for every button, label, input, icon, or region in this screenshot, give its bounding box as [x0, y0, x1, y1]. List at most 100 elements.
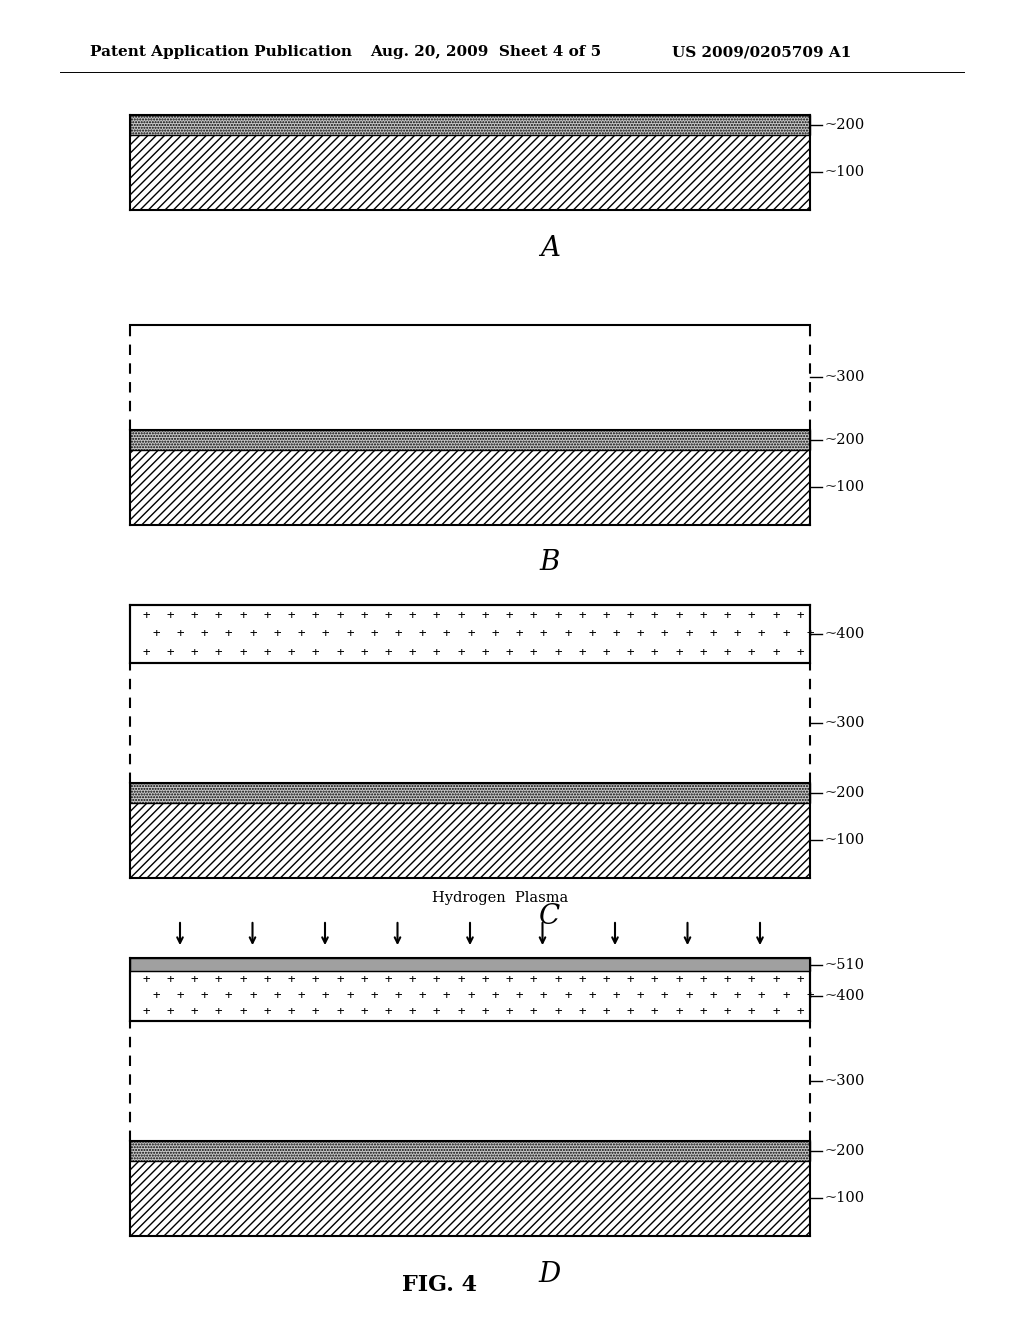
Text: +: +: [612, 990, 620, 1002]
Text: +: +: [554, 974, 561, 986]
Text: Patent Application Publication: Patent Application Publication: [90, 45, 352, 59]
Text: +: +: [273, 990, 281, 1002]
Text: +: +: [699, 974, 707, 986]
Text: +: +: [311, 974, 319, 986]
Text: ~100: ~100: [824, 833, 864, 847]
Text: +: +: [215, 645, 222, 659]
Text: +: +: [772, 1006, 779, 1019]
Text: +: +: [602, 609, 610, 622]
Text: +: +: [529, 1006, 538, 1019]
Text: +: +: [443, 990, 451, 1002]
Text: +: +: [298, 627, 305, 640]
Text: ~200: ~200: [824, 117, 864, 132]
Text: +: +: [782, 627, 790, 640]
Text: +: +: [564, 627, 571, 640]
Text: +: +: [529, 974, 538, 986]
Text: +: +: [627, 645, 634, 659]
Bar: [130, 115, 810, 135]
Text: +: +: [384, 609, 392, 622]
Text: +: +: [481, 1006, 488, 1019]
Bar: [130, 663, 810, 783]
Text: +: +: [733, 627, 741, 640]
Text: +: +: [215, 1006, 222, 1019]
Text: +: +: [384, 974, 392, 986]
Text: +: +: [409, 609, 416, 622]
Text: +: +: [288, 974, 295, 986]
Text: +: +: [748, 1006, 756, 1019]
Text: +: +: [602, 974, 610, 986]
Text: +: +: [336, 1006, 343, 1019]
Text: +: +: [492, 990, 499, 1002]
Text: +: +: [201, 990, 208, 1002]
Text: +: +: [190, 609, 199, 622]
Text: +: +: [529, 645, 538, 659]
Text: ~510: ~510: [824, 958, 864, 972]
Text: +: +: [540, 627, 547, 640]
Bar: [130, 958, 810, 972]
Text: +: +: [660, 627, 669, 640]
Text: ~200: ~200: [824, 1144, 864, 1158]
Text: +: +: [288, 1006, 295, 1019]
Text: A: A: [540, 235, 560, 261]
Text: ~300: ~300: [824, 370, 864, 384]
Text: ~100: ~100: [824, 165, 864, 180]
Text: +: +: [322, 627, 330, 640]
Text: +: +: [433, 974, 440, 986]
Text: +: +: [758, 990, 765, 1002]
Text: +: +: [651, 974, 658, 986]
Text: +: +: [176, 627, 184, 640]
Text: +: +: [467, 627, 475, 640]
Text: +: +: [724, 609, 731, 622]
Text: +: +: [190, 1006, 199, 1019]
Text: +: +: [371, 627, 378, 640]
Text: +: +: [602, 1006, 610, 1019]
Text: +: +: [311, 609, 319, 622]
Text: +: +: [806, 627, 814, 640]
Text: +: +: [506, 974, 513, 986]
Text: +: +: [748, 974, 756, 986]
Text: +: +: [564, 990, 571, 1002]
Text: +: +: [637, 627, 644, 640]
Text: +: +: [612, 627, 620, 640]
Text: +: +: [772, 974, 779, 986]
Text: +: +: [142, 974, 150, 986]
Bar: [130, 1140, 810, 1162]
Text: +: +: [263, 974, 271, 986]
Text: +: +: [457, 1006, 465, 1019]
Text: +: +: [360, 974, 368, 986]
Text: +: +: [288, 609, 295, 622]
Text: +: +: [167, 1006, 174, 1019]
Text: +: +: [322, 990, 330, 1002]
Text: +: +: [529, 609, 538, 622]
Text: +: +: [311, 645, 319, 659]
Text: +: +: [336, 974, 343, 986]
Text: B: B: [540, 549, 560, 577]
Text: +: +: [371, 990, 378, 1002]
Text: ~200: ~200: [824, 785, 864, 800]
Text: C: C: [540, 903, 560, 929]
Text: +: +: [240, 609, 247, 622]
Text: +: +: [554, 1006, 561, 1019]
Text: +: +: [797, 974, 804, 986]
Text: +: +: [273, 627, 281, 640]
Text: +: +: [651, 609, 658, 622]
Text: +: +: [782, 990, 790, 1002]
Text: +: +: [201, 627, 208, 640]
Text: ~400: ~400: [824, 989, 864, 1003]
Text: +: +: [142, 1006, 150, 1019]
Text: Aug. 20, 2009  Sheet 4 of 5: Aug. 20, 2009 Sheet 4 of 5: [370, 45, 601, 59]
Text: +: +: [651, 1006, 658, 1019]
Text: +: +: [579, 974, 586, 986]
Text: +: +: [748, 645, 756, 659]
Text: +: +: [167, 609, 174, 622]
Text: +: +: [433, 645, 440, 659]
Bar: [130, 783, 810, 803]
Text: +: +: [153, 627, 160, 640]
Text: +: +: [215, 609, 222, 622]
Text: US 2009/0205709 A1: US 2009/0205709 A1: [672, 45, 851, 59]
Text: +: +: [710, 627, 717, 640]
Text: +: +: [433, 609, 440, 622]
Text: +: +: [419, 627, 426, 640]
Text: +: +: [457, 645, 465, 659]
Text: +: +: [263, 1006, 271, 1019]
